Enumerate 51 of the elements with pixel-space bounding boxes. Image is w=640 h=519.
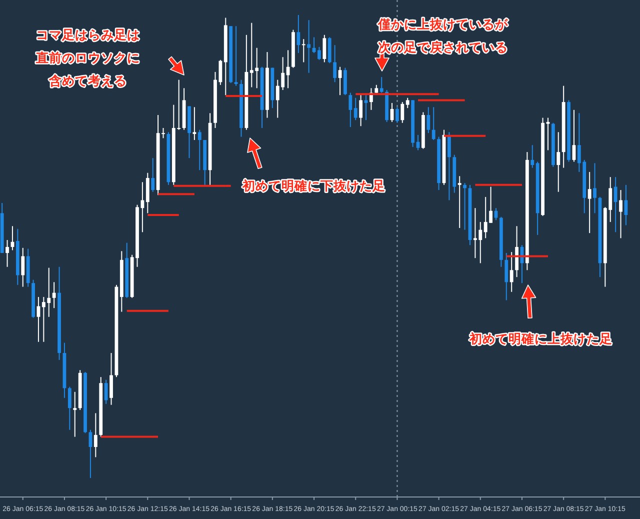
candlestick xyxy=(198,129,202,171)
candlestick xyxy=(546,117,550,151)
candlestick xyxy=(68,386,72,430)
annotation: 初めて明確に上抜けた足 xyxy=(468,331,612,346)
candlestick xyxy=(463,182,466,230)
candlestick xyxy=(151,158,155,192)
candlestick xyxy=(364,94,368,121)
candlestick xyxy=(104,379,108,404)
candlestick xyxy=(354,97,358,121)
annotation: コマ足はらみ足は直前のロウソクに含めて考える xyxy=(35,27,140,88)
candlestick xyxy=(110,352,113,406)
candlestick xyxy=(140,182,144,233)
candlestick xyxy=(426,106,430,134)
candlestick xyxy=(359,94,363,127)
candlestick xyxy=(338,66,342,96)
candlestick xyxy=(192,106,196,141)
annotation: 初めて明確に下抜けた足 xyxy=(242,178,386,193)
candlestick xyxy=(307,20,311,74)
candlestick xyxy=(400,102,404,124)
candlestick xyxy=(447,132,451,201)
candlestick xyxy=(624,184,628,226)
candlestick xyxy=(318,46,321,60)
candlestick xyxy=(333,44,337,83)
candlestick xyxy=(515,226,518,278)
candlestick xyxy=(88,429,92,478)
candlestick xyxy=(73,391,77,438)
candlestick xyxy=(21,247,25,288)
candlestick xyxy=(432,106,436,141)
candlestick xyxy=(302,38,306,63)
candlestick xyxy=(406,97,410,109)
candlestick xyxy=(348,92,352,128)
candlestick xyxy=(380,76,384,94)
candlestick xyxy=(588,171,592,234)
candlestick xyxy=(234,26,238,86)
candlestick xyxy=(619,190,622,239)
candlestick xyxy=(6,240,9,268)
candlestick xyxy=(94,412,98,458)
candlestick xyxy=(530,144,534,168)
candlestick xyxy=(396,106,399,124)
candlestick xyxy=(614,176,618,233)
candlestick xyxy=(593,162,596,214)
candlestick xyxy=(572,109,576,162)
candlestick xyxy=(504,252,508,301)
candlestick xyxy=(36,296,40,342)
candlestick xyxy=(52,282,56,309)
annotation: 僅かに上抜けているが次の足で戻されている xyxy=(377,16,509,54)
candlestick xyxy=(458,176,462,228)
candlestick xyxy=(296,14,300,54)
candlestick xyxy=(556,132,560,192)
candlestick xyxy=(510,252,514,292)
candlestick xyxy=(322,34,326,63)
